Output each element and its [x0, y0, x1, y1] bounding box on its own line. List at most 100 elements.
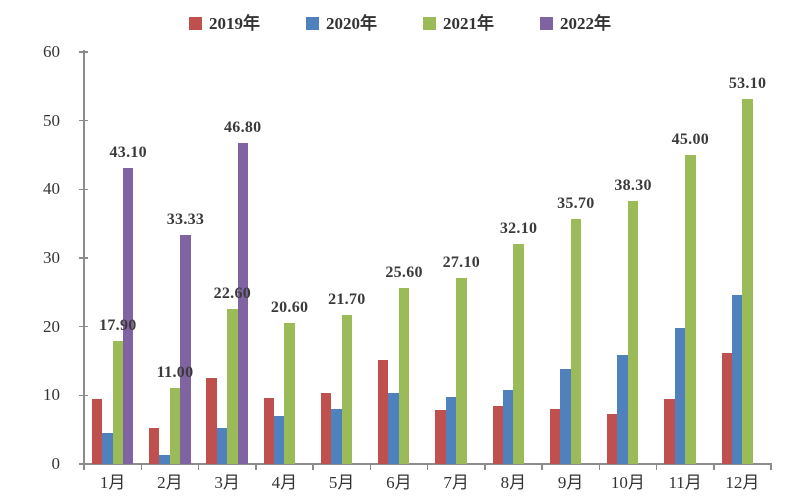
data-label-2021年-2月: 11.00 — [156, 364, 194, 382]
bar-2019年-12月 — [721, 352, 732, 464]
x-axis-tick — [484, 463, 486, 470]
data-label-2021年-6月: 25.60 — [385, 264, 423, 282]
legend-swatch-icon — [423, 16, 436, 30]
y-axis-tick-label: 0 — [51, 454, 61, 473]
bar-2021年-11月 — [685, 155, 696, 464]
bar-2020年-7月 — [445, 397, 457, 464]
data-label-2021年-10月: 38.30 — [614, 177, 652, 194]
data-label-2021年-7月: 27.10 — [442, 253, 481, 271]
x-axis-label: 9月 — [557, 473, 584, 492]
data-label-2021年-5月: 21.70 — [328, 290, 366, 308]
y-axis-tick-label: 50 — [43, 110, 60, 130]
bar-2019年-8月 — [492, 405, 503, 464]
bar-2019年-9月 — [549, 409, 561, 464]
legend-swatch-icon — [540, 16, 553, 30]
legend-label: 2019年 — [209, 13, 260, 33]
bar-2019年-6月 — [378, 359, 389, 464]
y-axis-tick-label: 10 — [43, 385, 60, 405]
y-axis-tick — [79, 51, 88, 53]
bar-2020年-5月 — [331, 409, 342, 464]
bar-2021年-8月 — [513, 243, 524, 464]
x-axis-label: 2月 — [157, 473, 183, 492]
bar-2021年-9月 — [570, 218, 582, 464]
bar-2021年-7月 — [456, 277, 467, 464]
chart-legend: 2019年 2020年 2021年 2022年 — [0, 10, 800, 36]
x-axis-label: 11月 — [668, 473, 702, 492]
bar-2020年-10月 — [617, 354, 628, 464]
x-axis-label: 6月 — [386, 473, 412, 492]
data-label-2021年-8月: 32.10 — [499, 219, 538, 237]
x-axis-label: 10月 — [610, 473, 645, 492]
bar-2019年-7月 — [435, 409, 446, 464]
x-axis-tick — [713, 463, 715, 470]
bar-2019年-5月 — [320, 393, 332, 464]
y-axis-tick-label: 30 — [43, 248, 60, 267]
x-axis-tick — [255, 463, 257, 470]
bar-2020年-1月 — [102, 433, 113, 464]
x-axis-tick — [770, 463, 772, 470]
x-axis-label: 7月 — [443, 473, 469, 492]
bar-2021年-3月 — [227, 308, 238, 464]
bar-2020年-11月 — [674, 328, 686, 464]
bar-2019年-11月 — [664, 398, 675, 464]
x-axis-tick — [655, 463, 658, 470]
bar-2020年-3月 — [216, 428, 228, 464]
y-axis-tick — [79, 394, 88, 397]
bar-2022年-2月 — [180, 235, 191, 464]
bar-2020年-6月 — [388, 393, 399, 464]
bar-2020年-2月 — [159, 455, 170, 464]
bar-2021年-12月 — [742, 99, 753, 464]
data-label-2021年-12月: 53.10 — [728, 75, 767, 93]
bar-2019年-4月 — [263, 398, 274, 464]
legend-label: 2020年 — [326, 13, 377, 33]
y-axis-tick-label: 20 — [43, 316, 60, 336]
data-label-2021年-1月: 17.90 — [99, 317, 137, 335]
bar-2021年-1月 — [112, 341, 124, 464]
data-label-2021年-11月: 45.00 — [671, 131, 710, 148]
y-axis-tick — [79, 325, 88, 328]
legend-item-2021年: 2021年 — [423, 15, 494, 32]
legend-item-2019年: 2019年 — [189, 15, 260, 32]
bar-2020年-12月 — [731, 295, 743, 464]
x-axis-tick — [426, 463, 429, 470]
bar-2019年-3月 — [206, 378, 217, 464]
bar-2021年-2月 — [169, 388, 181, 464]
bar-2019年-10月 — [607, 413, 618, 464]
bar-2021年-4月 — [284, 322, 295, 464]
data-label-2021年-3月: 22.60 — [213, 284, 252, 302]
bar-2020年-8月 — [502, 389, 514, 464]
bar-2020年-9月 — [560, 368, 571, 464]
legend-swatch-icon — [306, 16, 319, 30]
bar-2019年-2月 — [149, 428, 160, 464]
x-axis-label: 3月 — [214, 473, 240, 492]
y-axis-tick — [79, 188, 88, 191]
legend-label: 2021年 — [443, 13, 494, 33]
bar-2022年-1月 — [123, 168, 134, 464]
x-axis-label: 8月 — [500, 473, 527, 492]
bar-2021年-6月 — [398, 288, 410, 464]
data-label-2022年-1月: 43.10 — [109, 144, 147, 162]
bar-2021年-10月 — [627, 201, 639, 464]
x-axis-tick — [197, 463, 200, 470]
data-label-2021年-9月: 35.70 — [557, 194, 595, 212]
bar-2019年-1月 — [91, 398, 103, 464]
x-axis-tick — [598, 463, 600, 470]
legend-label: 2022年 — [560, 13, 611, 33]
x-axis-tick — [83, 463, 85, 470]
y-axis-tick-label: 60 — [43, 42, 60, 61]
x-axis-label: 4月 — [271, 473, 298, 492]
x-axis-label: 1月 — [99, 473, 126, 492]
x-axis-label: 5月 — [328, 473, 355, 492]
x-axis-tick — [369, 463, 371, 470]
bar-2021年-5月 — [341, 314, 353, 464]
bar-2020年-4月 — [273, 415, 285, 464]
y-axis-tick — [79, 257, 88, 259]
x-axis-tick — [312, 463, 314, 470]
legend-swatch-icon — [189, 16, 202, 30]
y-axis-tick — [79, 119, 88, 122]
x-axis-tick — [541, 463, 543, 470]
data-label-2022年-3月: 46.80 — [223, 118, 262, 136]
legend-item-2022年: 2022年 — [540, 15, 611, 32]
y-axis-tick-label: 40 — [43, 179, 60, 199]
